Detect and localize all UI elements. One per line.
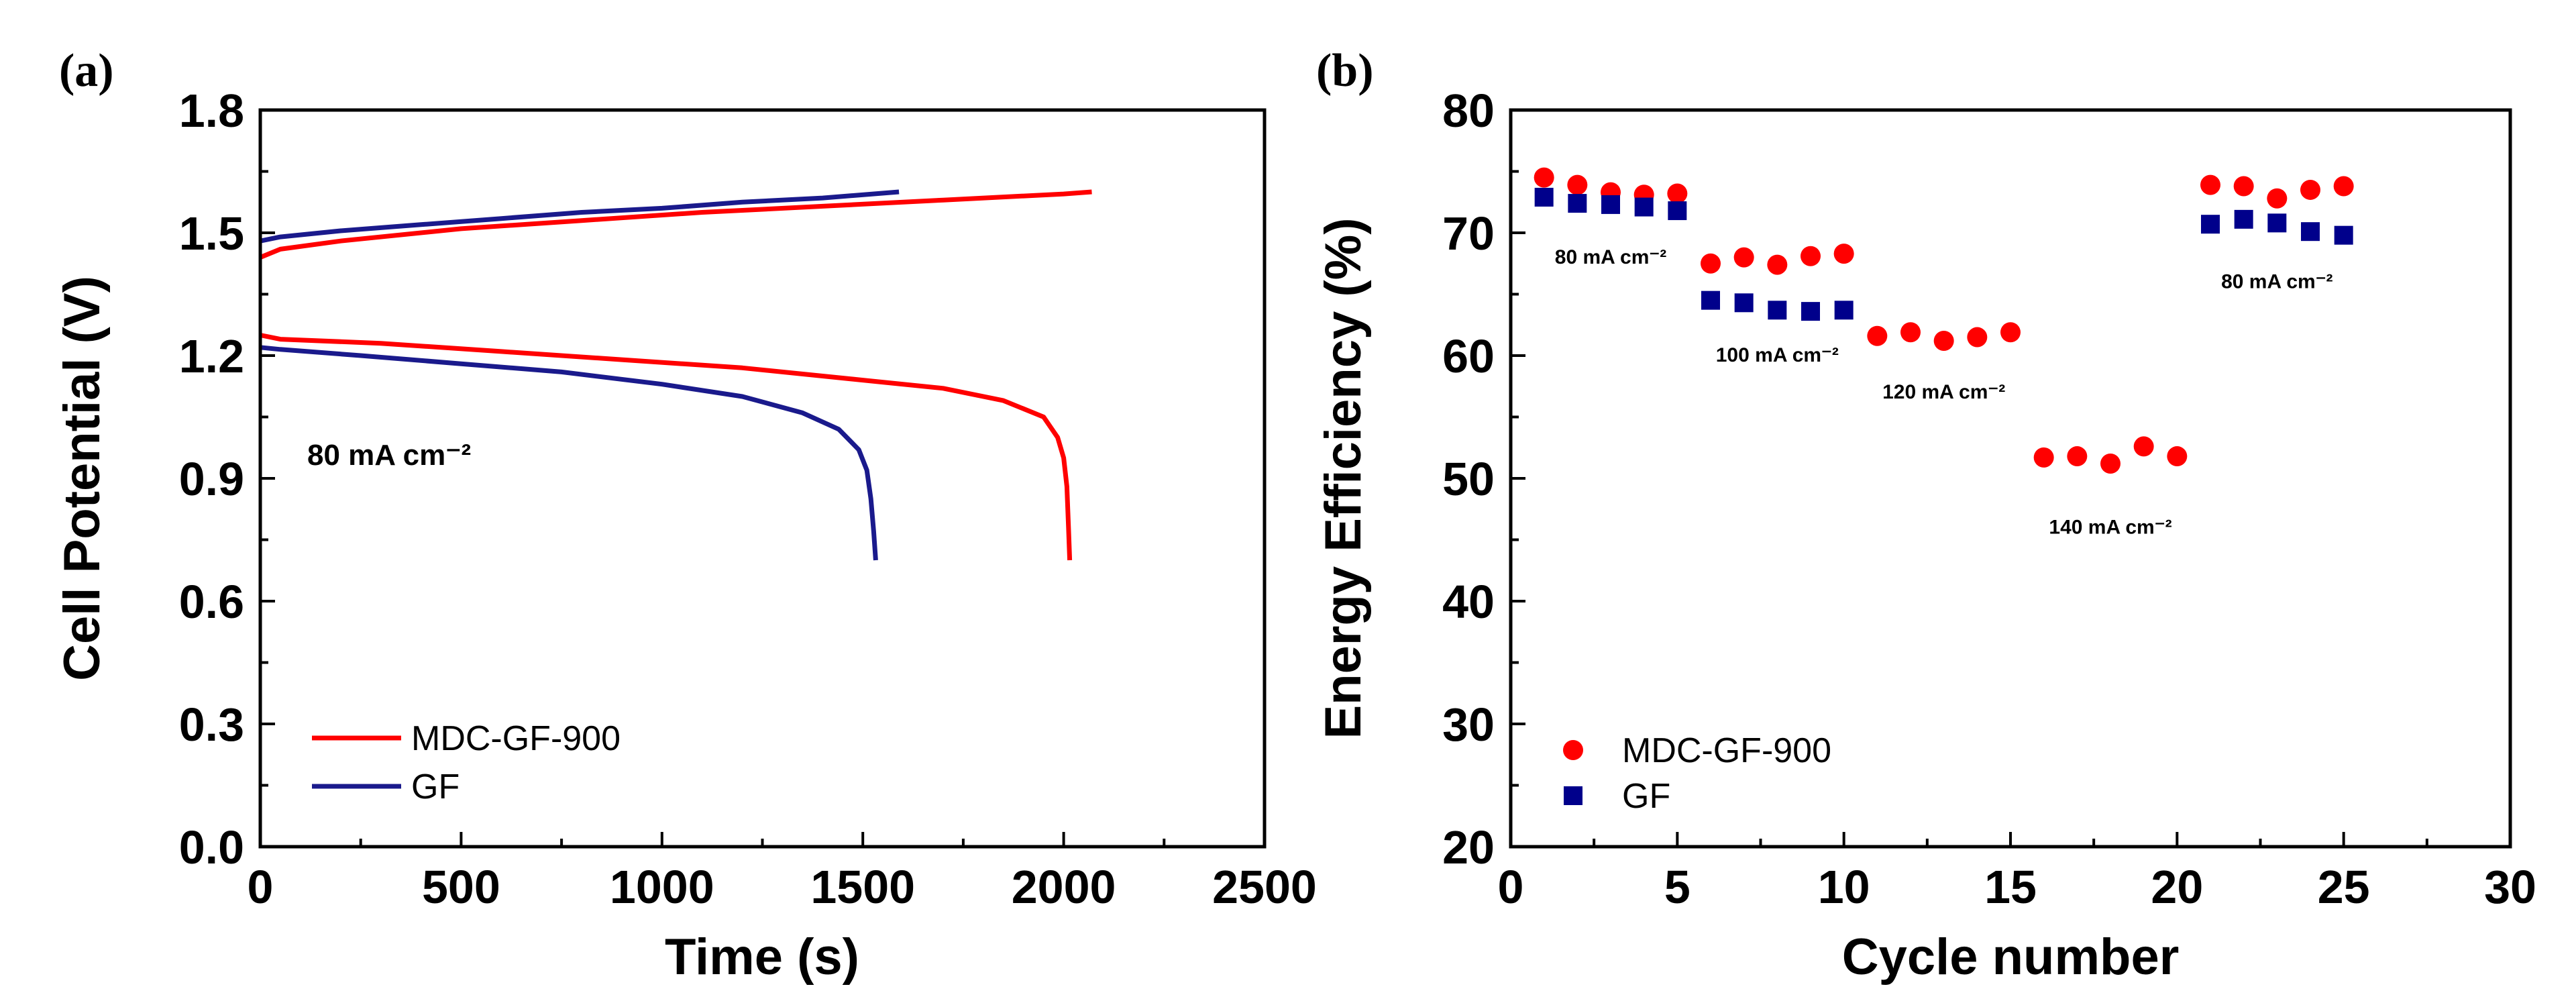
chart-a-y-tick-label: 0.3 [179, 698, 244, 751]
point-gf [1768, 301, 1787, 320]
series-mdc-gf-900-charge-line [259, 189, 1092, 260]
point-mdc-gf-900 [1534, 167, 1554, 188]
point-gf [2301, 222, 2320, 242]
point-mdc-gf-900 [1567, 174, 1588, 195]
chart-a-legend: MDC-GF-900 GF [312, 719, 621, 806]
point-gf [1568, 194, 1587, 213]
chart-b-annotations: 80 mA cm⁻² 100 mA cm⁻² 120 mA cm⁻² 140 mA c… [1555, 246, 2333, 539]
legend-a-mdc-label: MDC-GF-900 [411, 719, 621, 758]
point-gf [2201, 215, 2220, 234]
chart-b-annotation: 140 mA cm⁻² [2049, 516, 2171, 538]
chart-a-x-tick-label: 0 [248, 861, 274, 913]
chart-b-annotation: 120 mA cm⁻² [1882, 381, 2005, 403]
point-mdc-gf-900 [2067, 446, 2088, 467]
legend-b-gf-marker [1564, 786, 1582, 805]
chart-b-annotation: 100 mA cm⁻² [1716, 344, 1839, 366]
chart-a: 0 500 1000 1500 2000 2500 0.0 0.3 0.6 0.9 1.2 1.5 1.… [54, 85, 1317, 986]
series-gf-charge-line [260, 189, 900, 244]
chart-b-annotation: 80 mA cm⁻² [1555, 246, 1666, 268]
point-gf [1734, 293, 1754, 313]
point-mdc-gf-900 [2200, 174, 2220, 195]
point-gf [1801, 302, 1820, 321]
point-gf [1834, 301, 1854, 320]
point-gf [1634, 197, 1654, 217]
chart-b-x-tick-label: 10 [1818, 861, 1870, 913]
point-mdc-gf-900 [2267, 188, 2288, 209]
point-gf [1601, 195, 1620, 214]
chart-a-y-tick-label: 1.5 [179, 207, 244, 260]
point-gf [1701, 291, 1720, 310]
point-mdc-gf-900 [1667, 183, 1688, 204]
point-mdc-gf-900 [2033, 447, 2054, 468]
series-mdc-gf-900-discharge-line [260, 333, 1073, 561]
chart-a-x-tick-label: 500 [422, 861, 500, 913]
chart-b-x-tick-label: 5 [1664, 861, 1690, 913]
point-gf [2234, 209, 2253, 229]
point-mdc-gf-900 [1701, 253, 1721, 274]
chart-a-x-tick-label: 2000 [1012, 861, 1116, 913]
legend-b-mdc-marker [1563, 740, 1583, 760]
legend-b-mdc-label: MDC-GF-900 [1622, 731, 1831, 770]
point-gf [1668, 201, 1687, 221]
legend-a-gf-label: GF [411, 768, 460, 806]
chart-a-y-tick-label: 0.0 [179, 821, 244, 874]
chart-b-y-tick-label: 60 [1442, 330, 1495, 382]
chart-b-y-tick-label: 50 [1442, 453, 1495, 505]
chart-b-series [1534, 167, 2354, 474]
point-mdc-gf-900 [2167, 446, 2188, 467]
point-mdc-gf-900 [1767, 254, 1788, 275]
point-mdc-gf-900 [1801, 246, 1821, 266]
chart-b-y-tick-label: 40 [1442, 576, 1495, 628]
chart-a-x-tick-label: 2500 [1212, 861, 1317, 913]
legend-b-gf-label: GF [1622, 777, 1670, 816]
chart-a-plot-frame [258, 108, 1267, 849]
point-gf [2334, 225, 2353, 245]
point-mdc-gf-900 [1933, 331, 1954, 352]
point-mdc-gf-900 [2233, 176, 2254, 197]
chart-b-y-tick-label: 70 [1442, 207, 1495, 260]
chart-a-series [259, 189, 1092, 561]
chart-b-x-tick-label: 20 [2151, 861, 2203, 913]
chart-b-y-tick-label: 30 [1442, 698, 1495, 751]
chart-a-x-axis-title: Time (s) [665, 929, 859, 986]
chart-a-x-tick-label: 1000 [610, 861, 714, 913]
chart-b-y-tick-label: 80 [1442, 85, 1495, 137]
chart-b-x-axis-title: Cycle number [1842, 929, 2180, 986]
chart-b-x-tick-label: 0 [1498, 861, 1524, 913]
point-mdc-gf-900 [1900, 322, 1921, 343]
point-mdc-gf-900 [2300, 179, 2320, 200]
chart-b-x-tick-label: 25 [2318, 861, 2370, 913]
chart-a-y-tick-label: 1.8 [179, 85, 244, 137]
point-gf [1534, 187, 1554, 207]
chart-a-y-tick-label: 1.2 [179, 330, 244, 382]
point-mdc-gf-900 [1833, 244, 1854, 264]
chart-a-y-axis-title: Cell Potential (V) [54, 276, 111, 681]
chart-a-ticks: 0 500 1000 1500 2000 2500 0.0 0.3 0.6 0.9 1.2 1.5 1.… [179, 85, 1317, 913]
point-mdc-gf-900 [1733, 247, 1754, 268]
panel-a-label: (a) [59, 45, 114, 97]
chart-b-x-tick-label: 30 [2484, 861, 2536, 913]
chart-a-annotation: 80 mA cm⁻² [307, 439, 471, 472]
chart-a-y-tick-label: 0.6 [179, 576, 244, 628]
chart-b-y-tick-label: 20 [1442, 821, 1495, 874]
point-mdc-gf-900 [2000, 322, 2021, 343]
point-mdc-gf-900 [1967, 327, 1988, 348]
series-gf-discharge-line [260, 345, 878, 561]
chart-b-y-axis-title: Energy Efficiency (%) [1315, 217, 1372, 739]
chart-b-annotation: 80 mA cm⁻² [2221, 270, 2332, 293]
panel-b-label: (b) [1316, 45, 1374, 97]
chart-a-y-tick-label: 0.9 [179, 453, 244, 505]
point-mdc-gf-900 [1867, 325, 1888, 346]
point-mdc-gf-900 [2133, 436, 2154, 457]
point-mdc-gf-900 [2100, 454, 2121, 474]
chart-b-x-tick-label: 15 [1984, 861, 2037, 913]
point-mdc-gf-900 [2333, 176, 2354, 197]
point-gf [2267, 213, 2287, 233]
chart-a-x-tick-label: 1500 [810, 861, 915, 913]
chart-b-plot-frame [1509, 108, 2512, 849]
chart-b-ticks: 0 5 10 15 20 25 30 20 30 40 50 60 70 80 [1442, 85, 2536, 913]
chart-b: 0 5 10 15 20 25 30 20 30 40 50 60 70 80 80 mA cm⁻² 100… [1315, 85, 2536, 986]
chart-b-legend: MDC-GF-900 GF [1563, 731, 1831, 816]
